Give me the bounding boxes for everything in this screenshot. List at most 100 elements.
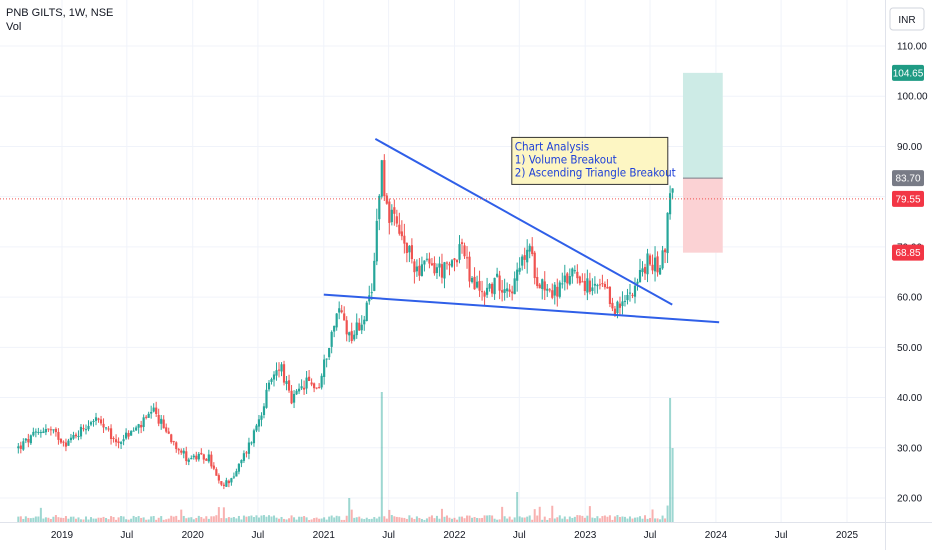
volume-bar [280, 516, 283, 522]
volume-bar [333, 517, 336, 522]
candle [503, 289, 506, 293]
volume-bar [543, 516, 546, 522]
volume-bar [54, 515, 57, 522]
lower-trendline[interactable] [323, 293, 720, 324]
volume-bar [255, 515, 258, 522]
candle [157, 414, 160, 424]
volume-bar [486, 515, 489, 522]
volume-bar [267, 515, 270, 522]
volume-bar [127, 519, 130, 522]
candle [531, 246, 534, 255]
volume-bar [508, 516, 511, 522]
entry-price-tag-text: 83.70 [895, 174, 920, 185]
volume-bar [501, 506, 504, 522]
volume-bar [260, 515, 263, 522]
candle [145, 416, 148, 418]
volume-bar [423, 519, 426, 522]
candle [225, 480, 228, 487]
volume-bar [320, 518, 323, 522]
candle [155, 407, 158, 414]
volume-bar [561, 518, 564, 522]
time-tick-label: 2019 [51, 530, 74, 541]
volume-bar [493, 518, 496, 522]
price-tick-label: 20.00 [897, 494, 922, 505]
candle [448, 263, 451, 266]
currency-label: INR [898, 15, 915, 26]
volume-bar [237, 515, 240, 522]
volume-bar [598, 518, 601, 522]
volume-bar [59, 517, 62, 522]
annotation-box[interactable] [511, 136, 669, 185]
volume-indicator-label[interactable]: Vol [6, 21, 22, 33]
candle [478, 281, 481, 291]
volume-bar [496, 519, 499, 522]
candle [468, 256, 471, 282]
candle [328, 347, 331, 358]
trendlines[interactable] [323, 138, 720, 324]
volume-bar [571, 517, 574, 522]
volume-bar [140, 517, 143, 522]
candle [205, 458, 208, 461]
candle [668, 193, 672, 215]
volume-bar [358, 516, 361, 522]
volume-bar [257, 517, 260, 522]
candle [618, 303, 622, 308]
candle [39, 432, 42, 434]
volume-bar [400, 517, 403, 522]
volume-bar [450, 518, 453, 522]
candle [543, 281, 546, 291]
candles [17, 154, 674, 490]
entry-price-tag: 83.70 [892, 170, 924, 187]
candle [430, 263, 434, 266]
candle [646, 253, 649, 275]
volume-bar [318, 518, 321, 522]
volume-bar [370, 518, 373, 522]
candle [79, 426, 83, 437]
candle [671, 188, 674, 193]
candle [475, 281, 479, 288]
candle [526, 249, 529, 263]
volume-bar [34, 516, 37, 522]
volume-bar [177, 519, 180, 522]
volume-bar [232, 516, 235, 522]
currency-button[interactable]: INR [889, 7, 925, 31]
candle [89, 422, 93, 425]
candle [455, 260, 459, 263]
candle [663, 249, 667, 253]
candle [383, 160, 386, 197]
volume-bar [242, 515, 245, 522]
volume-bar [603, 515, 606, 522]
candle [388, 201, 391, 223]
volume-bar [563, 516, 566, 522]
candle [340, 310, 343, 313]
target-zone[interactable] [682, 72, 723, 179]
volume-bar [576, 515, 579, 522]
volume-bar [383, 516, 386, 522]
candle [621, 301, 624, 307]
candle [573, 270, 576, 272]
volume-bar [27, 517, 30, 522]
long-position-tool[interactable] [682, 72, 723, 253]
volume-bar [348, 498, 351, 522]
candle [521, 256, 524, 266]
candle [82, 428, 85, 430]
volume-bar [49, 518, 52, 522]
candle [235, 471, 238, 477]
time-axis[interactable]: 2019 Jul 2020 Jul 2021 Jul 2022 Jul 2023 Jul 2024 J… [51, 530, 859, 541]
volume-bar [536, 515, 539, 522]
candle [596, 285, 599, 287]
volume-bar [245, 516, 248, 522]
volume-bar [74, 518, 77, 522]
stop-zone[interactable] [682, 178, 723, 253]
volume-bar [288, 518, 291, 522]
volume-bar [142, 517, 145, 522]
volume-bar [252, 517, 255, 522]
time-tick-label: 2022 [443, 530, 466, 541]
candle [350, 331, 353, 342]
volume-bars [17, 392, 674, 522]
upper-trendline[interactable] [374, 138, 673, 306]
time-tick-label: Jul [382, 530, 395, 541]
volume-bar [405, 518, 408, 522]
